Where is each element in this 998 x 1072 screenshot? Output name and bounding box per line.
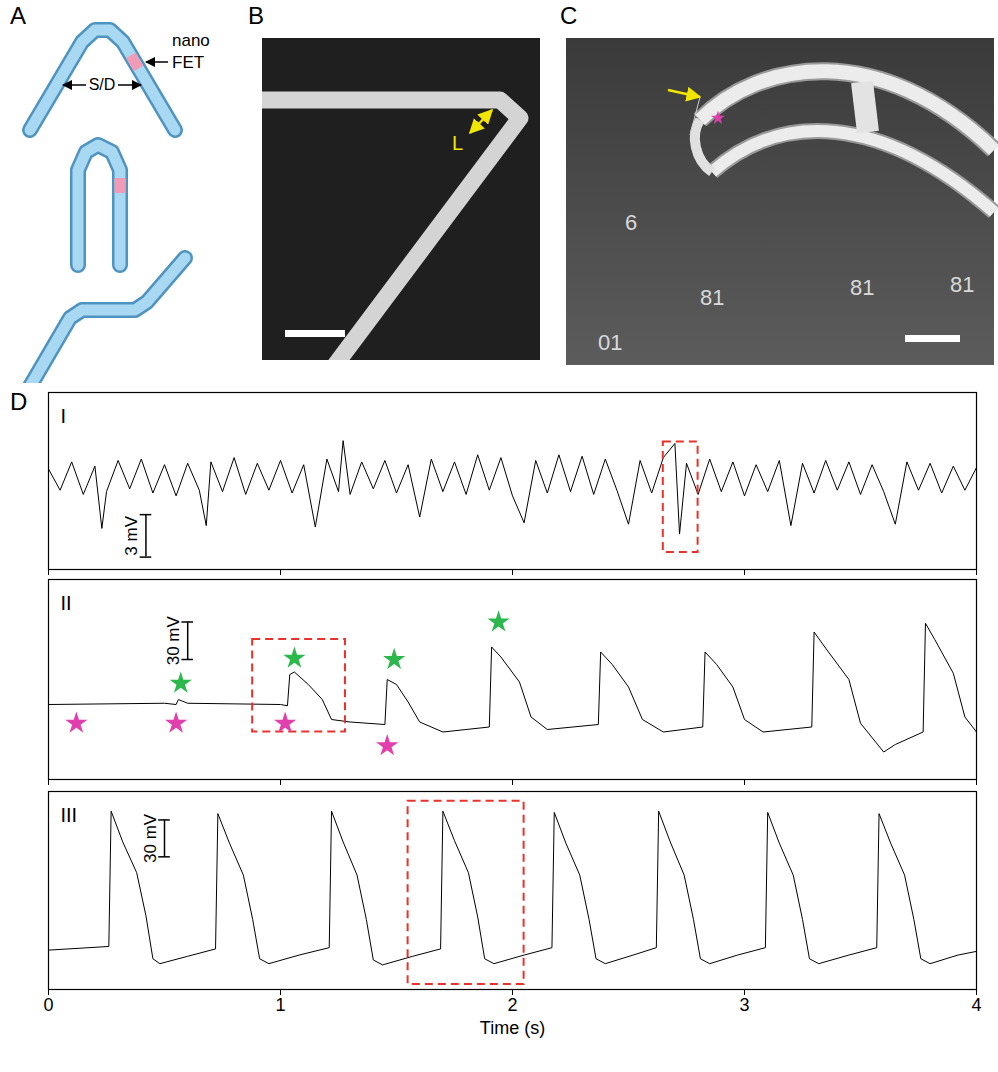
svg-text:81: 81: [700, 285, 724, 310]
svg-text:30 mV: 30 mV: [164, 616, 183, 666]
svg-text:81: 81: [950, 272, 974, 297]
html-text:D: D: [10, 388, 28, 415]
svg-text:nano: nano: [172, 31, 210, 50]
svg-text:2: 2: [507, 995, 517, 1015]
svg-text:1: 1: [275, 995, 285, 1015]
svg-text:Time (s): Time (s): [480, 1018, 545, 1038]
svg-text:II: II: [61, 592, 72, 614]
svg-text:4: 4: [971, 995, 981, 1015]
svg-text:S/D: S/D: [89, 76, 116, 93]
svg-text:81: 81: [850, 275, 874, 300]
svg-text:L: L: [452, 132, 463, 154]
svg-text:FET: FET: [172, 53, 204, 72]
svg-text:30 mV: 30 mV: [141, 813, 160, 863]
svg-text:0: 0: [43, 995, 53, 1015]
svg-text:B: B: [248, 2, 264, 29]
svg-text:3: 3: [739, 995, 749, 1015]
svg-text:I: I: [61, 405, 67, 427]
svg-text:3 mV: 3 mV: [122, 515, 141, 555]
svg-text:6: 6: [625, 210, 637, 235]
svg-text:01: 01: [598, 330, 622, 355]
svg-text:C: C: [560, 2, 577, 29]
svg-text:III: III: [61, 804, 78, 826]
svg-text:A: A: [10, 2, 26, 29]
